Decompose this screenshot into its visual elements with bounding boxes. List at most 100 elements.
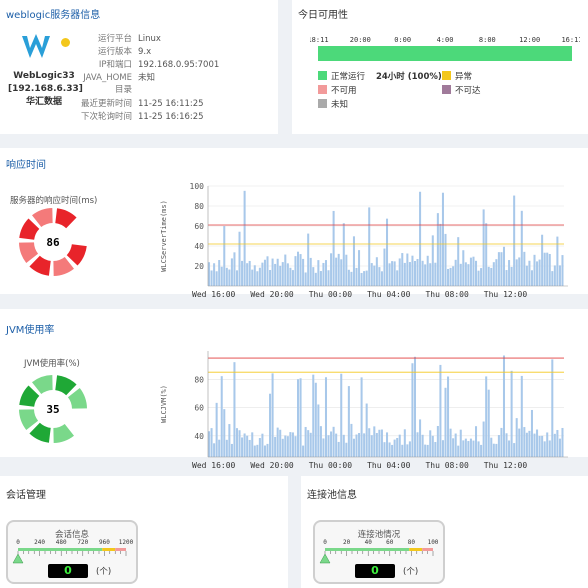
chart-bar [243, 433, 246, 457]
chart-bar [480, 268, 483, 286]
chart-bar [546, 252, 549, 286]
chart-bar [210, 428, 213, 457]
gauge-segment [55, 375, 77, 396]
chart-bar [403, 262, 406, 286]
server-field-2: IP和端口 192.168.0.95:7001 [80, 58, 219, 70]
chart-bar [444, 233, 447, 286]
chart-bar [319, 271, 322, 286]
chart-bar [291, 432, 294, 457]
legend-label: 异常 [455, 72, 473, 82]
chart-bar [469, 257, 472, 286]
scale-band-yellow [102, 548, 116, 551]
chart-bar [452, 266, 455, 286]
chart-bar [500, 427, 503, 457]
chart-bar [462, 440, 465, 457]
gauge-segment [67, 388, 87, 409]
chart-bar [454, 433, 457, 457]
chart-bar [558, 265, 561, 286]
chart-bar [246, 263, 249, 286]
chart-bar [419, 191, 422, 286]
chart-bar [500, 252, 503, 286]
scale-label: 60 [386, 539, 394, 546]
chart-bar [352, 236, 355, 286]
chart-bar [413, 261, 417, 286]
chart-bar [467, 264, 470, 286]
availability-legend-item: 正常运行 24小时 (100%) [318, 70, 442, 82]
chart-bar [411, 255, 414, 286]
availability-tick: 20:00 [350, 36, 371, 44]
chart-bar [378, 267, 381, 286]
chart-bar [347, 269, 350, 286]
chart-bar [335, 257, 338, 286]
chart-bar [228, 424, 231, 457]
pool-unit: (个) [403, 567, 419, 577]
chart-bar [421, 434, 424, 457]
gauge-segment [53, 256, 74, 276]
chart-bar [352, 438, 355, 457]
chart-bar [386, 432, 389, 457]
chart-xtick: Wed 16:00 [192, 290, 236, 299]
chart-bar [243, 190, 246, 286]
chart-bar [551, 271, 554, 286]
chart-bar [462, 250, 465, 286]
chart-bar [388, 263, 391, 286]
chart-bar [505, 270, 508, 286]
chart-bar [230, 443, 233, 457]
chart-bar [546, 432, 549, 457]
chart-bar [515, 259, 518, 286]
server-field-value: 192.168.0.95:7001 [138, 60, 220, 70]
server-org: 华汇数据 [25, 97, 62, 107]
jvm-chart: WLCJVM(%) 80 60 40 Wed 16:00 Wed 20:00 Thu 00:… [160, 351, 568, 470]
chart-bar [505, 433, 508, 457]
chart-ylabel: WLCJVM(%) [160, 385, 168, 423]
server-field-0: 运行平台 Linux [80, 32, 161, 44]
chart-bar [413, 356, 417, 457]
scale-band-green [325, 548, 410, 551]
pool-gauge-title: 连接池情况 [357, 530, 401, 540]
availability-tick: 0:00 [394, 36, 411, 44]
chart-bar [269, 393, 272, 457]
chart-xtick: Wed 20:00 [250, 290, 294, 299]
chart-bar [302, 258, 305, 286]
availability-timeline: 18:11 20:00 0:00 4:00 8:00 12:00 16:11 [310, 36, 580, 61]
chart-bar [472, 440, 475, 457]
chart-bar [556, 429, 559, 457]
pool-scale: 0 20 40 60 80 100 [319, 539, 439, 564]
chart-bar [533, 254, 536, 286]
chart-bar [530, 270, 533, 286]
chart-bar [375, 257, 378, 286]
chart-bar [208, 431, 211, 457]
chart-bar [335, 433, 338, 457]
chart-bar [253, 265, 256, 286]
chart-bar [452, 438, 455, 457]
chart-bar [304, 272, 307, 286]
chart-bar [421, 260, 424, 286]
chart-bar [429, 430, 432, 457]
server-field-value: 未知 [138, 73, 156, 83]
response-gauge: 86 [19, 208, 87, 276]
chart-bar [396, 437, 399, 457]
gauge-segment [32, 208, 53, 228]
chart-bar [513, 443, 516, 457]
chart-bar [289, 267, 292, 286]
chart-bar [520, 210, 523, 286]
chart-bar [502, 355, 506, 457]
chart-bar [274, 263, 277, 286]
chart-bar [225, 267, 228, 286]
chart-ylabel: WLCServerTime(ms) [160, 200, 168, 272]
response-chart: WLCServerTime(ms) 100 80 60 40 20 Wed 16:00 Wed… [160, 182, 568, 299]
chart-bar [447, 268, 450, 286]
chart-bar [307, 233, 310, 286]
gauge-segment [29, 422, 51, 443]
chart-bar [454, 259, 457, 286]
chart-bar [266, 256, 269, 286]
session-scale: 0 240 480 720 960 1200 [12, 539, 134, 564]
chart-bar [449, 428, 452, 457]
session-panel: 会话管理 会话信息 0 240 480 720 960 1200 0 (个) [0, 476, 288, 588]
chart-bar [424, 264, 427, 286]
chart-bar [548, 253, 551, 286]
chart-bar [441, 440, 444, 457]
chart-bar [408, 441, 411, 457]
chart-ytick: 20 [194, 262, 204, 271]
chart-bar [480, 444, 483, 457]
